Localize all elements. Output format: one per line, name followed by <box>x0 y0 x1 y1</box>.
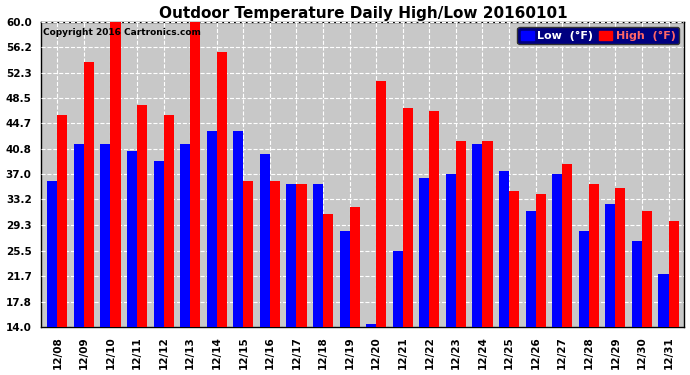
Bar <box>366 324 376 327</box>
Bar <box>57 115 68 327</box>
Bar <box>393 251 403 327</box>
Bar <box>84 62 94 327</box>
Bar <box>270 181 280 327</box>
Bar <box>642 211 652 327</box>
Bar <box>456 141 466 327</box>
Bar <box>137 105 147 327</box>
Bar <box>350 207 359 327</box>
Bar <box>286 184 297 327</box>
Bar <box>376 81 386 327</box>
Bar <box>180 144 190 327</box>
Bar <box>110 22 121 327</box>
Bar <box>615 188 625 327</box>
Bar <box>323 214 333 327</box>
Bar <box>154 161 164 327</box>
Bar <box>632 241 642 327</box>
Bar <box>446 174 456 327</box>
Bar <box>589 184 599 327</box>
Bar <box>164 115 174 327</box>
Bar <box>669 221 678 327</box>
Bar <box>429 111 440 327</box>
Bar <box>552 174 562 327</box>
Bar <box>579 231 589 327</box>
Bar <box>100 144 110 327</box>
Bar <box>207 131 217 327</box>
Bar <box>526 211 535 327</box>
Bar <box>260 154 270 327</box>
Bar <box>74 144 84 327</box>
Bar <box>297 184 306 327</box>
Bar <box>535 194 546 327</box>
Bar <box>339 231 350 327</box>
Bar <box>509 191 519 327</box>
Bar <box>403 108 413 327</box>
Bar <box>473 144 482 327</box>
Title: Outdoor Temperature Daily High/Low 20160101: Outdoor Temperature Daily High/Low 20160… <box>159 6 567 21</box>
Bar <box>313 184 323 327</box>
Bar <box>482 141 493 327</box>
Text: Copyright 2016 Cartronics.com: Copyright 2016 Cartronics.com <box>43 28 201 37</box>
Bar <box>127 151 137 327</box>
Bar <box>499 171 509 327</box>
Bar <box>47 181 57 327</box>
Bar <box>658 274 669 327</box>
Bar <box>605 204 615 327</box>
Bar <box>217 52 227 327</box>
Bar <box>190 9 200 327</box>
Bar <box>244 181 253 327</box>
Legend: Low  (°F), High  (°F): Low (°F), High (°F) <box>518 27 679 44</box>
Bar <box>233 131 244 327</box>
Bar <box>562 164 572 327</box>
Bar <box>420 178 429 327</box>
